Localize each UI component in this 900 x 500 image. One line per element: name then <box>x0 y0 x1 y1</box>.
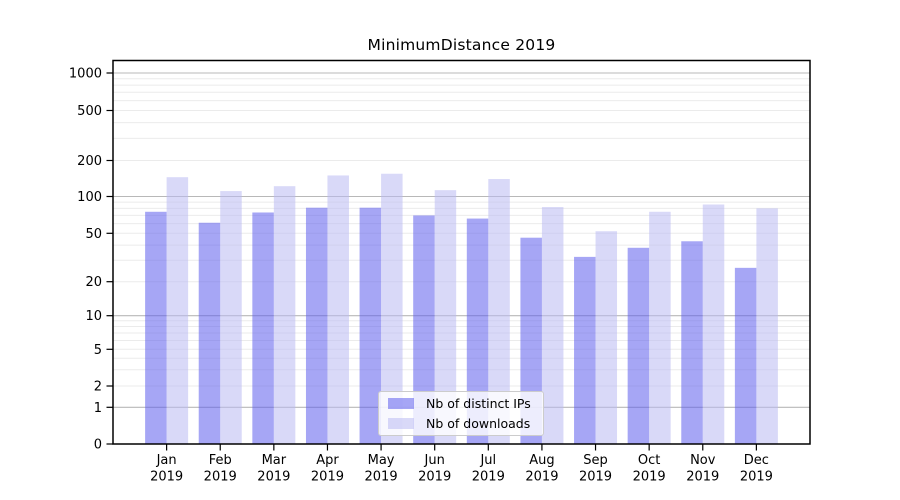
y-tick-label: 50 <box>85 227 102 242</box>
x-tick-label-month: May <box>368 453 395 468</box>
bar-distinct-ips-nov <box>681 241 703 444</box>
bar-downloads-jan <box>166 177 189 445</box>
x-tick-label-month: Dec <box>744 453 769 468</box>
bar-downloads-may <box>381 173 403 444</box>
bar-distinct-ips-may <box>359 207 382 444</box>
bar-downloads-jul <box>488 179 510 444</box>
bar-distinct-ips-jan <box>145 211 167 444</box>
x-tick-label-month: Sep <box>583 453 608 468</box>
bar-distinct-ips-dec <box>734 267 757 444</box>
bar-downloads-oct <box>649 211 671 444</box>
legend-swatch-downloads <box>388 418 414 429</box>
bar-downloads-apr <box>327 175 349 444</box>
x-tick-label-month: Feb <box>209 453 232 468</box>
bar-downloads-nov <box>702 204 725 444</box>
bar-downloads-dec <box>756 208 778 444</box>
bar-distinct-ips-apr <box>305 207 328 444</box>
bar-downloads-mar <box>273 186 296 444</box>
x-tick-label-month: Apr <box>316 453 339 468</box>
x-tick-label-month: Aug <box>529 453 554 468</box>
y-tick-label: 10 <box>85 309 102 324</box>
bar-distinct-ips-jul <box>466 218 489 444</box>
bar-distinct-ips-sep <box>574 256 596 444</box>
x-tick-label-year: 2019 <box>257 470 290 485</box>
bar-downloads-feb <box>220 191 242 444</box>
x-tick-label-year: 2019 <box>204 470 237 485</box>
legend-item-distinct-ips: Nb of distinct IPs <box>388 395 543 412</box>
x-tick-label-year: 2019 <box>311 470 344 485</box>
bar-downloads-aug <box>541 207 564 444</box>
x-tick-label-month: Jun <box>424 453 445 468</box>
x-tick-label-year: 2019 <box>365 470 398 485</box>
bar-distinct-ips-feb <box>198 222 221 444</box>
y-tick-label: 5 <box>94 343 102 358</box>
legend-label-downloads: Nb of downloads <box>426 416 531 431</box>
x-tick-label-month: Jul <box>479 453 496 468</box>
y-tick-label: 1 <box>94 401 102 416</box>
y-tick-label: 500 <box>77 104 102 119</box>
legend-item-downloads: Nb of downloads <box>388 415 543 432</box>
x-tick-label-year: 2019 <box>150 470 183 485</box>
x-tick-label-year: 2019 <box>686 470 719 485</box>
plot-border <box>112 59 811 445</box>
bar-distinct-ips-mar <box>252 212 274 444</box>
x-tick-label-month: Mar <box>262 453 287 468</box>
legend: Nb of distinct IPs Nb of downloads <box>378 391 544 436</box>
chart-title: MinimumDistance 2019 <box>367 36 556 54</box>
legend-label-distinct-ips: Nb of distinct IPs <box>426 396 531 411</box>
x-tick-label-year: 2019 <box>579 470 612 485</box>
y-tick-label: 0 <box>94 438 102 453</box>
x-tick-label-year: 2019 <box>740 470 773 485</box>
bar-distinct-ips-oct <box>627 247 650 444</box>
x-tick-label-month: Jan <box>156 453 177 468</box>
x-tick-label-year: 2019 <box>525 470 558 485</box>
y-tick-label: 2 <box>94 380 102 395</box>
bar-downloads-sep <box>595 231 618 444</box>
x-tick-label-month: Nov <box>690 453 716 468</box>
y-tick-label: 20 <box>85 275 102 290</box>
y-tick-label: 1000 <box>69 67 102 82</box>
bar-distinct-ips-jun <box>413 215 435 444</box>
x-tick-label-year: 2019 <box>418 470 451 485</box>
y-tick-label: 100 <box>77 190 102 205</box>
y-tick-label: 200 <box>77 154 102 169</box>
x-tick-label-year: 2019 <box>633 470 666 485</box>
x-tick-label-month: Oct <box>638 453 660 468</box>
legend-swatch-distinct-ips <box>388 398 414 409</box>
bar-downloads-jun <box>434 190 457 444</box>
x-tick-label-year: 2019 <box>472 470 505 485</box>
